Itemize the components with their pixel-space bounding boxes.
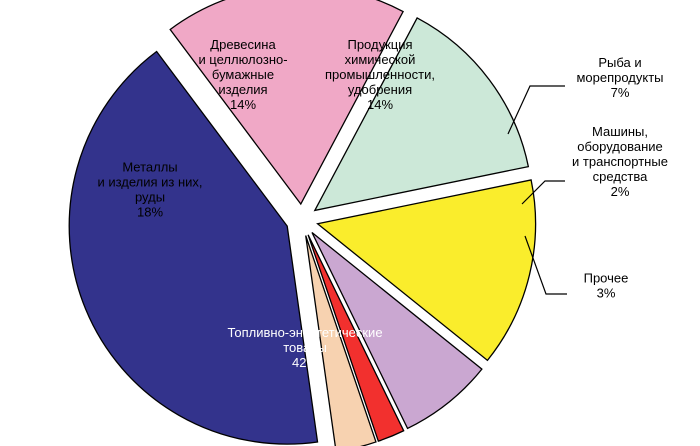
slice-label-line: Прочее bbox=[584, 271, 629, 286]
pie-slice-4 bbox=[311, 231, 483, 430]
leader-lines bbox=[507, 85, 567, 295]
slice-label-4: Рыба и морепродукты 7% bbox=[576, 55, 663, 100]
slice-label-line: Металлы bbox=[122, 160, 177, 175]
slice-label-1: Металлы и изделия из них, руды 18% bbox=[97, 160, 202, 220]
slice-label-2: Древесина и целлюлозно-бумажные изделия 14% bbox=[198, 37, 287, 112]
slice-label-line: оборудование bbox=[577, 139, 663, 154]
slice-label-line: и целлюлозно- bbox=[198, 52, 287, 67]
slice-label-line: промышленности, bbox=[325, 67, 435, 82]
leader-line-6 bbox=[524, 235, 567, 295]
slice-label-line: удобрения bbox=[348, 82, 412, 97]
slice-label-3: Продукция химической промышленности, удобре… bbox=[325, 37, 435, 112]
leader-line-4 bbox=[507, 85, 565, 135]
slice-value-label: 14% bbox=[230, 97, 256, 112]
pie-slice-0 bbox=[68, 50, 319, 445]
slice-label-line: Машины, bbox=[592, 124, 648, 139]
slice-labels: Топливно-энергетические товары 42%Металлы и… bbox=[97, 37, 667, 370]
pie-slice-3 bbox=[316, 179, 537, 362]
pie-slice-2 bbox=[313, 17, 530, 212]
slice-label-line: бумажные bbox=[212, 67, 274, 82]
slice-label-line: и транспортные bbox=[572, 154, 668, 169]
pie-slice-5 bbox=[307, 234, 405, 442]
slice-value-label: 18% bbox=[137, 205, 163, 220]
slice-value-label: 3% bbox=[597, 286, 616, 301]
slice-value-label: 7% bbox=[611, 85, 630, 100]
slice-label-line: и изделия из них, bbox=[97, 175, 202, 190]
slice-label-line: морепродукты bbox=[576, 70, 663, 85]
slice-label-line: Древесина bbox=[210, 37, 276, 52]
slice-label-line: Продукция bbox=[347, 37, 412, 52]
pie-slices bbox=[68, 0, 537, 446]
slice-label-line: руды bbox=[135, 190, 165, 205]
pie-slice-1 bbox=[169, 0, 404, 206]
pie-slice-6 bbox=[305, 235, 377, 446]
slice-label-line: Топливно-энергетические bbox=[227, 325, 382, 340]
slice-label-5: Машины, оборудование и транспортные средств… bbox=[572, 124, 668, 199]
slice-label-line: химической bbox=[345, 52, 416, 67]
leader-line-5 bbox=[521, 180, 565, 205]
slice-label-line: изделия bbox=[218, 82, 267, 97]
slice-label-6: Прочее 3% bbox=[584, 271, 629, 301]
slice-value-label: 2% bbox=[611, 184, 630, 199]
slice-value-label: 42% bbox=[292, 355, 318, 370]
slice-value-label: 14% bbox=[367, 97, 393, 112]
slice-label-line: средства bbox=[593, 169, 648, 184]
slice-label-line: товары bbox=[283, 340, 327, 355]
slice-label-0: Топливно-энергетические товары 42% bbox=[227, 325, 382, 370]
slice-label-line: Рыба и bbox=[598, 55, 641, 70]
